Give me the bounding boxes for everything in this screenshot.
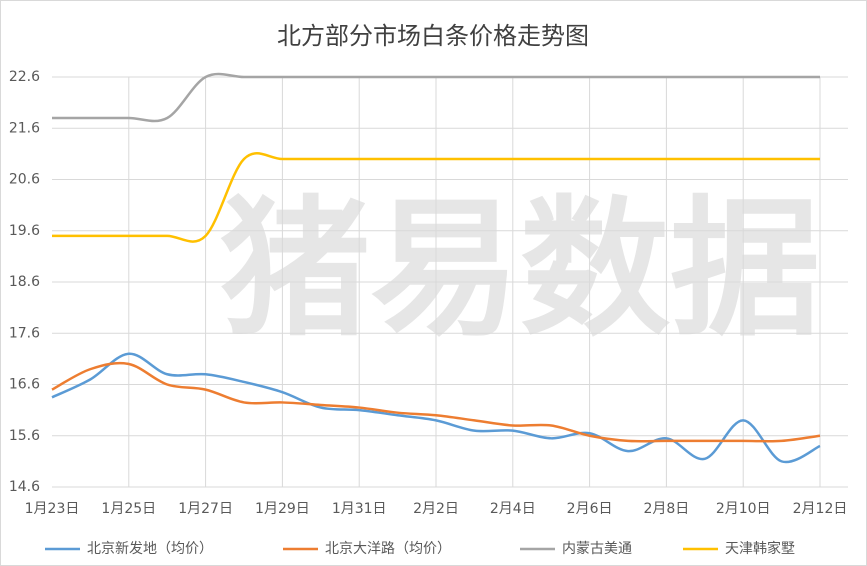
y-tick-label: 16.6 <box>9 377 40 393</box>
x-tick-label: 1月31日 <box>332 501 387 517</box>
y-tick-label: 17.6 <box>9 325 40 341</box>
series-line <box>52 72 820 123</box>
series-line <box>51 361 821 443</box>
y-tick-label: 18.6 <box>9 274 40 290</box>
series-line <box>51 352 821 464</box>
x-tick-label: 1月23日 <box>25 501 80 517</box>
watermark: 猪易数据 <box>220 183 820 357</box>
x-tick-label: 1月29日 <box>255 501 310 517</box>
legend-label: 内蒙古美通 <box>562 541 632 557</box>
y-tick-label: 14.6 <box>9 479 40 495</box>
y-tick-label: 20.6 <box>9 172 40 188</box>
legend-label: 天津韩家墅 <box>725 540 795 557</box>
x-tick-label: 2月8日 <box>643 501 689 517</box>
x-tick-label: 2月10日 <box>716 501 771 517</box>
legend-label: 北京新发地（均价） <box>87 541 213 557</box>
series-line <box>52 152 820 243</box>
x-tick-label: 2月12日 <box>793 501 848 517</box>
y-tick-label: 21.6 <box>9 120 40 136</box>
x-tick-label: 2月6日 <box>567 501 613 517</box>
x-tick-label: 1月27日 <box>178 501 233 517</box>
x-tick-label: 2月2日 <box>413 501 459 517</box>
legend-label: 北京大洋路（均价） <box>325 541 451 557</box>
x-tick-label: 2月4日 <box>490 501 536 517</box>
y-tick-label: 15.6 <box>9 428 40 444</box>
y-tick-label: 19.6 <box>9 223 40 239</box>
chart-title: 北方部分市场白条价格走势图 <box>277 22 589 50</box>
y-tick-label: 22.6 <box>9 69 40 85</box>
x-tick-label: 1月25日 <box>101 501 156 517</box>
